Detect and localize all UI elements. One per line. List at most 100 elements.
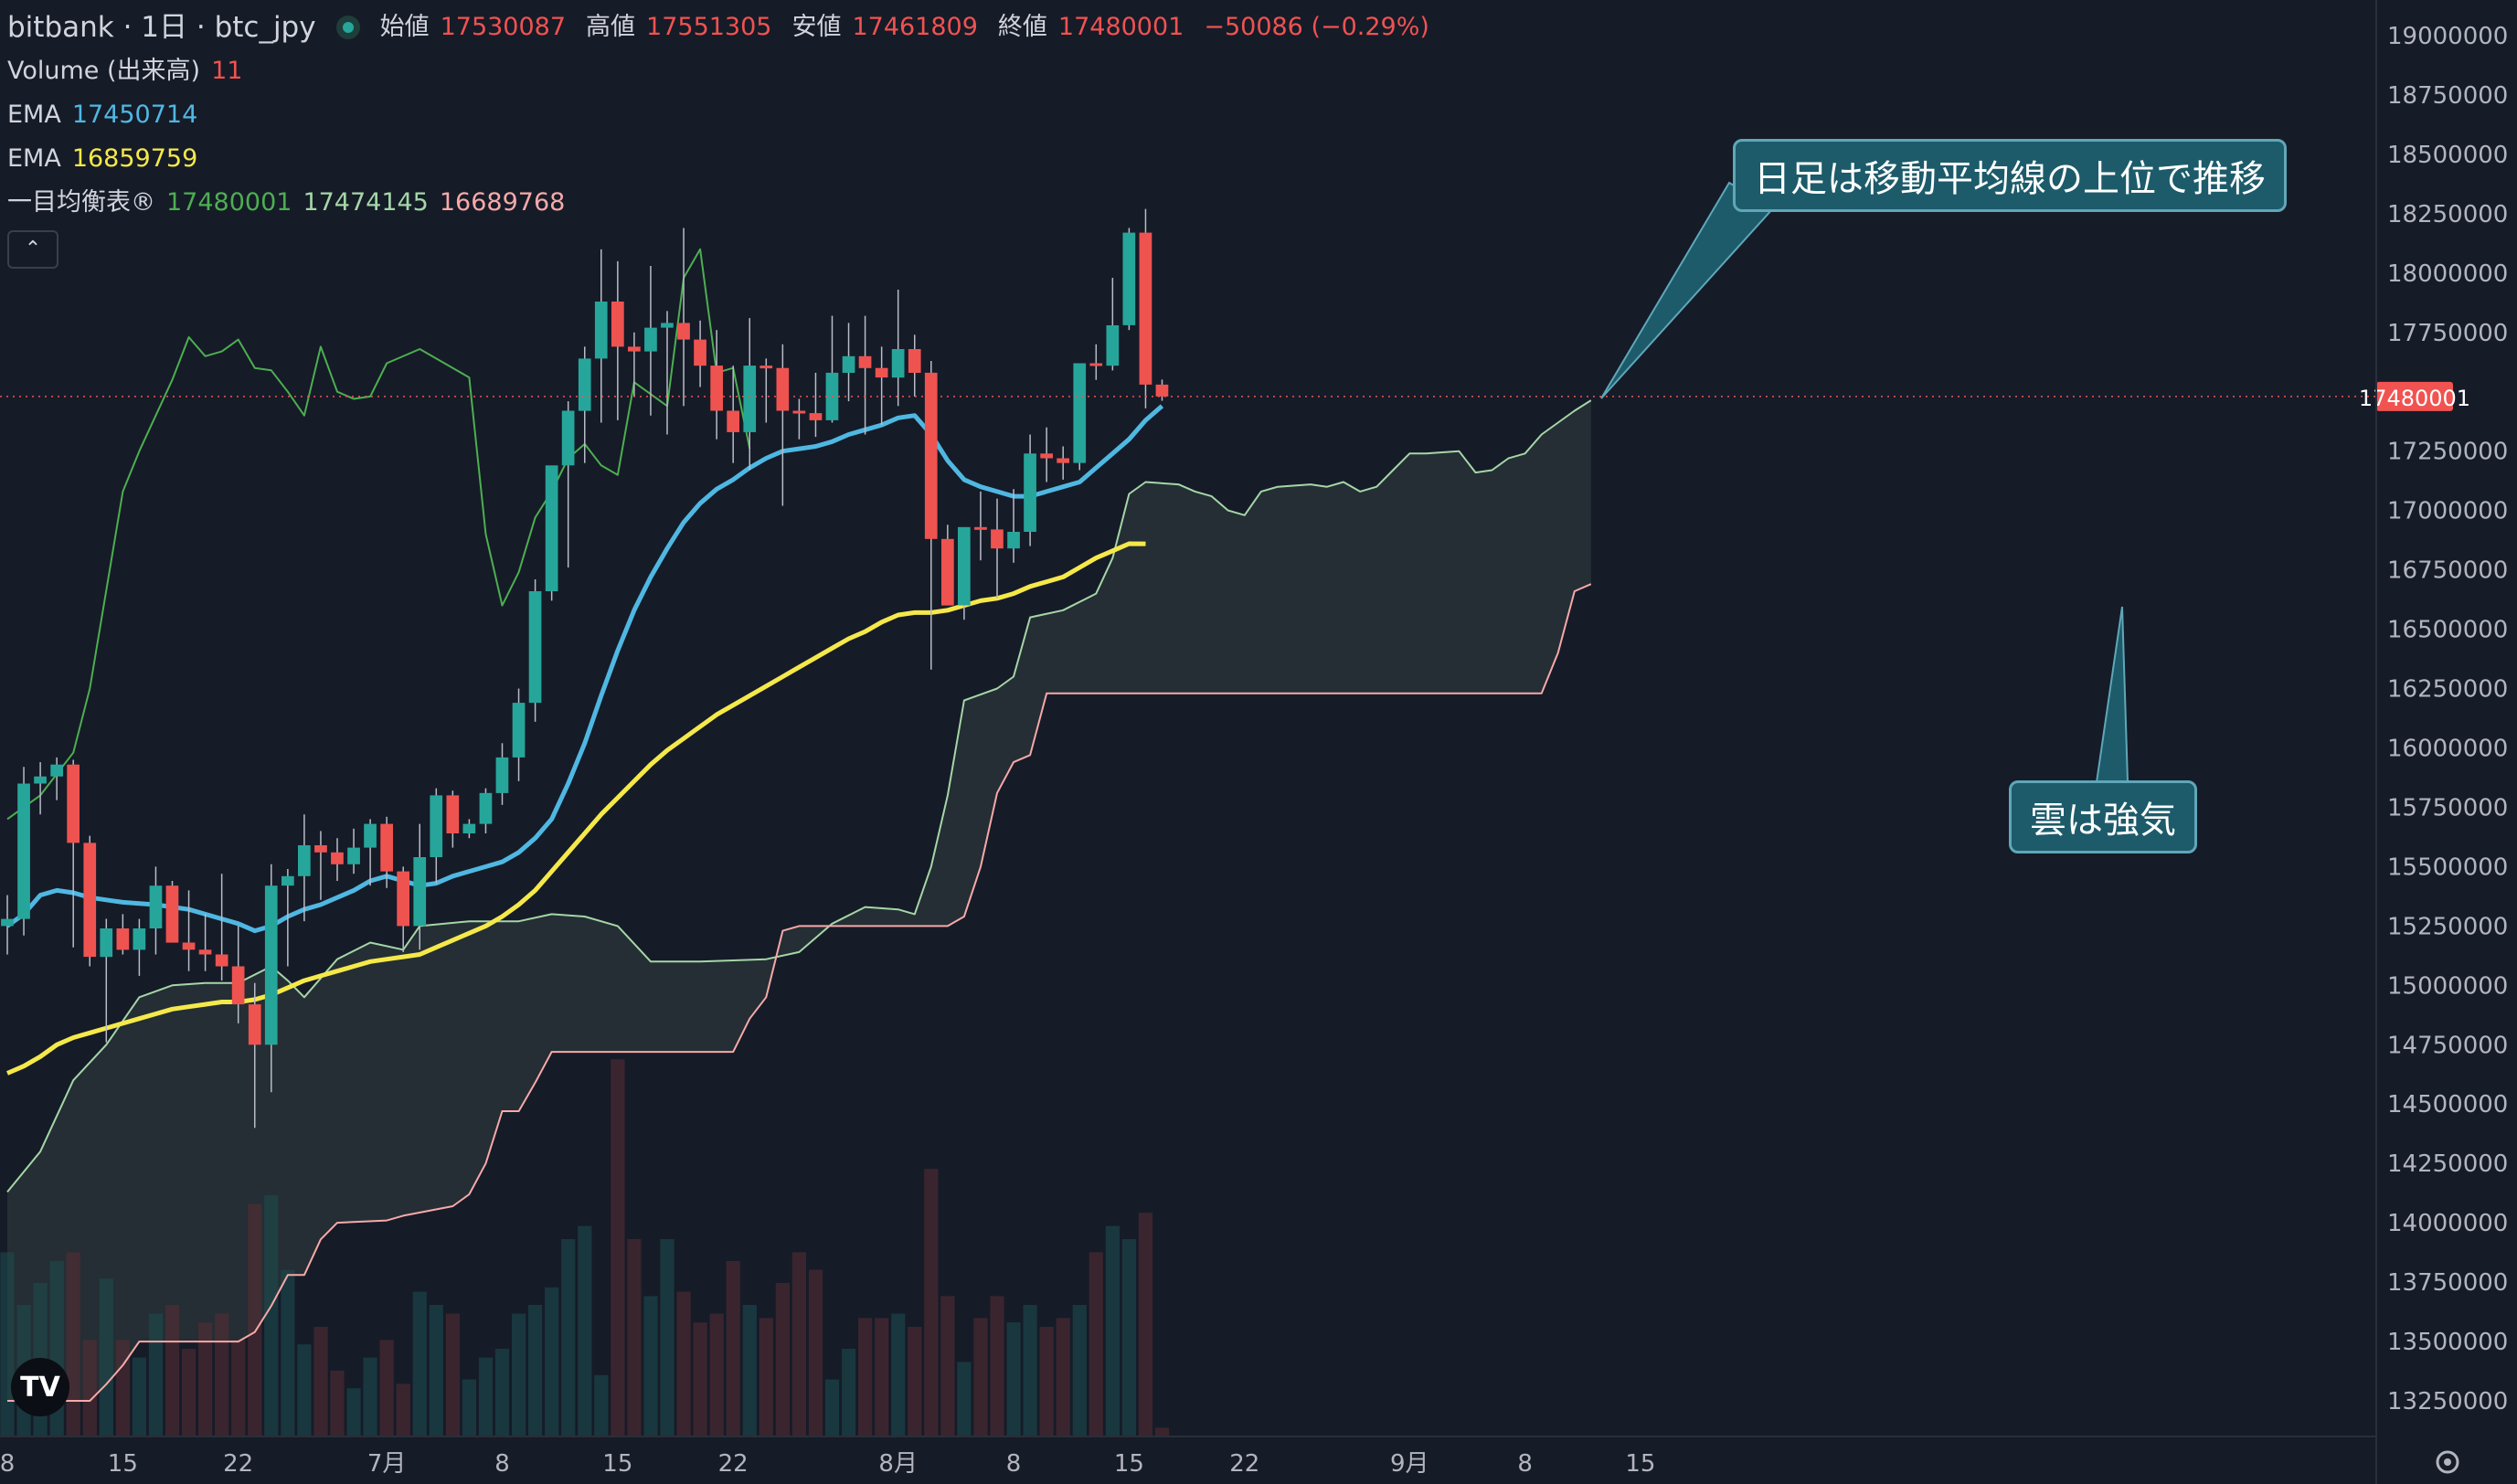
volume-bar: [281, 1269, 295, 1436]
volume-bar: [1072, 1305, 1087, 1436]
volume-bar: [231, 1340, 246, 1436]
price-tick-label: 18500000: [2387, 142, 2508, 169]
price-tick-label: 14500000: [2387, 1091, 2508, 1118]
volume-bar: [1105, 1225, 1120, 1436]
candle-body: [446, 795, 460, 833]
volume-bar: [248, 1203, 262, 1436]
candle-body: [611, 302, 624, 347]
volume-label: Volume (出来高): [7, 57, 201, 85]
volume-bar: [1056, 1318, 1070, 1436]
volume-bar: [1121, 1239, 1136, 1436]
price-tick-label: 16000000: [2387, 735, 2508, 762]
volume-bar: [643, 1296, 658, 1436]
time-tick-label: 8: [1517, 1450, 1533, 1478]
time-tick-label: 8: [1006, 1450, 1022, 1478]
volume-bar: [858, 1318, 873, 1436]
candle-body: [710, 366, 723, 411]
callout-pointers: [1600, 181, 2129, 783]
candle-body: [908, 349, 921, 373]
ema-fast-legend[interactable]: EMA 17450714: [7, 93, 1429, 137]
volume-bar: [594, 1374, 609, 1436]
volume-bar: [132, 1357, 146, 1436]
volume-bar: [462, 1379, 476, 1436]
price-tick-label: 17250000: [2387, 439, 2508, 466]
gear-center: [2444, 1458, 2451, 1466]
volume-bar: [215, 1313, 229, 1436]
ichimoku-lines: [6, 248, 1592, 1402]
chevron-up-icon: ⌃: [24, 238, 42, 260]
candle-body: [149, 885, 163, 928]
candle-body: [264, 885, 278, 1045]
ichimoku-label: 一目均衡表®: [7, 188, 155, 217]
ichimoku-cloud: [7, 400, 1591, 1402]
candle-body: [298, 845, 311, 876]
ema-fast-value: 17450714: [71, 101, 198, 129]
ema-lines: [5, 404, 1164, 1076]
volume-bar: [611, 1059, 625, 1436]
market-status-icon: [335, 16, 360, 39]
price-tick-label: 13250000: [2387, 1388, 2508, 1415]
volume-bar: [791, 1252, 806, 1436]
candle-body: [182, 942, 196, 950]
price-tick-label: 13750000: [2387, 1269, 2508, 1297]
candle-body: [248, 1004, 261, 1045]
candles: [1, 208, 1169, 1129]
ema-fast-label: EMA: [7, 101, 61, 129]
volume-bar: [973, 1318, 988, 1436]
volume-bar: [1154, 1427, 1170, 1436]
ema-slow-legend[interactable]: EMA 16859759: [7, 137, 1429, 181]
volume-bar: [561, 1239, 576, 1436]
candle-body: [578, 358, 591, 411]
volume-bar: [824, 1379, 840, 1436]
candle-body: [528, 591, 542, 704]
price-tick-label: 15500000: [2387, 853, 2508, 881]
ema-slow-value: 16859759: [71, 144, 198, 173]
time-tick-label: 22: [718, 1450, 749, 1478]
candle-body: [958, 526, 971, 606]
volume-bar: [148, 1313, 164, 1436]
volume-bar: [940, 1296, 955, 1436]
time-tick-label: 8月: [878, 1450, 918, 1478]
volume-legend[interactable]: Volume (出来高) 11: [7, 49, 1429, 93]
volume-bar: [412, 1291, 427, 1436]
symbol-title[interactable]: bitbank · 1日 · btc_jpy: [7, 11, 316, 44]
volume-bar: [660, 1239, 674, 1436]
ichimoku-legend[interactable]: 一目均衡表® 17480001 17474145 16689768: [7, 181, 1429, 225]
price-tick-label: 18250000: [2387, 201, 2508, 228]
last-price-line: 17480001: [0, 381, 2470, 411]
chikou-span-line: [6, 248, 751, 821]
volume-bar: [264, 1195, 279, 1436]
price-tick-label: 15750000: [2387, 794, 2508, 822]
volume-bar: [957, 1362, 972, 1436]
price-tick-label: 17000000: [2387, 498, 2508, 525]
volume-bar: [924, 1169, 939, 1436]
collapse-legend-button[interactable]: ⌃: [7, 230, 58, 269]
volume-bar: [198, 1322, 213, 1436]
price-tick-label: 14750000: [2387, 1032, 2508, 1059]
candle-body: [743, 366, 757, 432]
candle-body: [1139, 232, 1152, 385]
callout-cloud-note: 雲は強気: [2009, 780, 2197, 853]
candle-body: [677, 323, 690, 340]
volume-bar: [82, 1340, 97, 1436]
volume-bar: [842, 1349, 856, 1436]
gear-ring: [2436, 1450, 2459, 1474]
price-tick-label: 19000000: [2387, 23, 2508, 50]
price-tick-label: 15250000: [2387, 913, 2508, 940]
legend: bitbank · 1日 · btc_jpy 始値 17530087 高値 1755…: [7, 5, 1429, 269]
price-tag-label: 17480001: [2359, 386, 2470, 411]
candle-body: [430, 795, 443, 857]
price-tick-label: 18000000: [2387, 260, 2508, 288]
tradingview-logo-icon[interactable]: TV: [11, 1358, 69, 1416]
candle-body: [842, 355, 855, 373]
candle-body: [1122, 232, 1136, 325]
price-tick-label: 17750000: [2387, 320, 2508, 347]
time-tick-label: 15: [1114, 1450, 1144, 1478]
volume-bar: [1023, 1305, 1037, 1436]
candle-body: [495, 757, 509, 793]
candle-body: [974, 526, 987, 530]
candle-body: [397, 871, 409, 927]
volume-bar: [66, 1252, 80, 1436]
